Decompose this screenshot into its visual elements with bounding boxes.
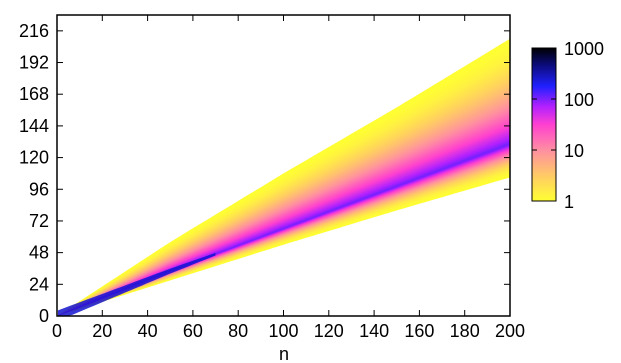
colorbar-tick-label: 10 xyxy=(564,141,584,161)
x-tick-label: 80 xyxy=(228,321,248,341)
y-tick-label: 0 xyxy=(39,306,49,326)
x-tick-label: 180 xyxy=(450,321,480,341)
y-tick-label: 120 xyxy=(19,148,49,168)
x-tick-label: 160 xyxy=(404,321,434,341)
y-tick-label: 216 xyxy=(19,21,49,41)
density-band xyxy=(58,142,510,316)
colorbar-axis: 1 10 100 1000 xyxy=(532,39,604,212)
y-tick-label: 96 xyxy=(29,179,49,199)
density-core xyxy=(58,252,216,316)
x-tick-label: 60 xyxy=(183,321,203,341)
x-tick-label: 140 xyxy=(359,321,389,341)
colorbar-tick-label: 1 xyxy=(564,192,574,212)
colorbar-tick-label: 1000 xyxy=(564,39,604,59)
x-tick-label: 100 xyxy=(268,321,298,341)
x-axis-label: n xyxy=(279,344,289,363)
y-tick-label: 24 xyxy=(29,274,49,294)
x-tick-label: 200 xyxy=(495,321,525,341)
y-axis: 0 24 48 72 96 120 144 168 192 216 xyxy=(19,21,510,326)
y-tick-label: 72 xyxy=(29,211,49,231)
x-tick-label: 0 xyxy=(52,321,62,341)
x-axis: 0 20 40 60 80 100 120 140 160 180 200 xyxy=(52,15,525,341)
density-bands xyxy=(58,38,510,316)
x-tick-label: 120 xyxy=(314,321,344,341)
colorbar-tick-label: 100 xyxy=(564,90,594,110)
y-tick-label: 144 xyxy=(19,116,49,136)
y-tick-label: 168 xyxy=(19,84,49,104)
colorbar xyxy=(531,47,557,202)
y-tick-label: 48 xyxy=(29,243,49,263)
x-tick-label: 20 xyxy=(92,321,112,341)
x-tick-label: 40 xyxy=(138,321,158,341)
y-tick-label: 192 xyxy=(19,53,49,73)
